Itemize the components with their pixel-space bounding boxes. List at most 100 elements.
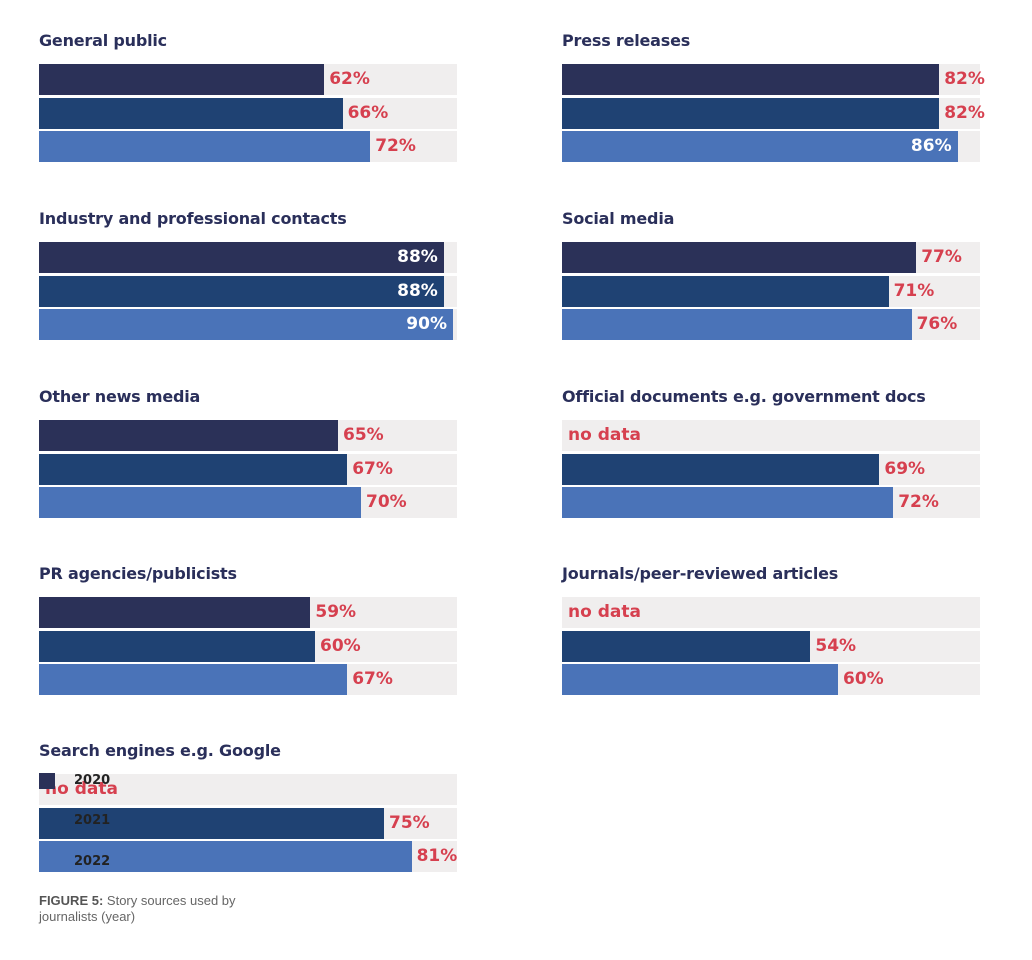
panel-title: Official documents e.g. government docs bbox=[562, 387, 926, 406]
bar-track-2020: no data bbox=[562, 597, 980, 628]
data-label: 72% bbox=[898, 492, 939, 512]
legend-swatch bbox=[39, 773, 55, 789]
bar-track-2020: 88% bbox=[39, 242, 457, 273]
data-label: 71% bbox=[893, 280, 935, 301]
panel-title: Press releases bbox=[562, 31, 691, 50]
panel-general-public: General public 62% 66% 72% bbox=[39, 31, 457, 165]
bar-track-2022: 72% bbox=[562, 487, 980, 518]
bar-track-2021: 66% bbox=[39, 97, 457, 129]
data-label: 90% bbox=[406, 314, 447, 334]
bar-track-2021: 71% bbox=[562, 275, 980, 307]
bar-2022 bbox=[562, 487, 894, 518]
data-label: 82% bbox=[944, 69, 985, 89]
panel-title: Social media bbox=[562, 209, 675, 228]
panel-other-news-media: Other news media 65% 67% 70% bbox=[39, 387, 457, 521]
bar-track-2022: 70% bbox=[39, 487, 457, 518]
bar-track-2021: 88% bbox=[39, 275, 457, 307]
data-label: 65% bbox=[343, 425, 384, 445]
bar-2020 bbox=[39, 597, 311, 628]
data-label: 67% bbox=[352, 458, 393, 479]
bar-2022 bbox=[39, 841, 412, 872]
bar-track-2021: 60% bbox=[39, 630, 457, 662]
data-label: 88% bbox=[397, 280, 438, 301]
legend-label: 2022 bbox=[74, 854, 111, 869]
data-label: 69% bbox=[884, 458, 926, 479]
legend-label: 2020 bbox=[74, 773, 111, 788]
bar-2021 bbox=[39, 807, 384, 839]
data-label: 60% bbox=[320, 635, 361, 656]
data-label: 81% bbox=[416, 846, 458, 866]
bar-2022 bbox=[562, 131, 958, 162]
bar-track-2020: 65% bbox=[39, 420, 457, 451]
bar-2021 bbox=[39, 97, 343, 129]
data-label: 62% bbox=[329, 69, 370, 89]
bar-track-2021: 54% bbox=[562, 630, 980, 662]
no-data-label: no data bbox=[45, 779, 118, 799]
bar-2022 bbox=[39, 664, 348, 695]
bar-track-2022: 67% bbox=[39, 664, 457, 695]
data-label: 60% bbox=[843, 669, 884, 689]
legend-swatch bbox=[39, 813, 55, 829]
panel-title: Other news media bbox=[39, 387, 201, 406]
bar-track-2022: 72% bbox=[39, 131, 457, 162]
panel-industry-and-professional-contacts: Industry and professional contacts 88% 88%… bbox=[39, 209, 457, 343]
data-label: 59% bbox=[315, 602, 357, 622]
bar-track-2021: 82% bbox=[562, 97, 985, 129]
bar-2021 bbox=[562, 453, 880, 485]
caption-label: FIGURE 5: bbox=[39, 893, 104, 908]
data-label: 75% bbox=[389, 812, 430, 833]
bar-track-2021: 67% bbox=[39, 453, 457, 485]
no-data-label: no data bbox=[568, 602, 641, 622]
bar-track-2022: 60% bbox=[562, 664, 980, 695]
bar-2022 bbox=[39, 487, 361, 518]
data-label: 76% bbox=[916, 314, 958, 334]
bar-track-2020: 59% bbox=[39, 597, 457, 628]
bar-2022 bbox=[562, 664, 838, 695]
data-label: 66% bbox=[347, 102, 389, 123]
bar-2021 bbox=[562, 275, 889, 307]
bar-track-2022: 81% bbox=[39, 841, 457, 872]
bar-2021 bbox=[39, 275, 444, 307]
panel-title: Search engines e.g. Google bbox=[39, 741, 281, 760]
data-label: 86% bbox=[910, 136, 952, 156]
panel-title: Industry and professional contacts bbox=[39, 209, 347, 228]
bar-2020 bbox=[39, 242, 444, 273]
data-label: 77% bbox=[921, 247, 962, 267]
figure-caption: FIGURE 5: Story sources used by journali… bbox=[39, 893, 279, 925]
bar-2022 bbox=[562, 309, 912, 340]
legend-label: 2021 bbox=[74, 813, 111, 828]
panel-search-engines-e-g-google: Search engines e.g. Google no data 75% 81% bbox=[39, 741, 457, 875]
bar-2020 bbox=[39, 420, 338, 451]
bar-track-2021: 69% bbox=[562, 453, 980, 485]
bar-track-2022: 90% bbox=[39, 309, 457, 340]
bar-track-2020: 62% bbox=[39, 64, 457, 95]
bar-2020 bbox=[39, 64, 325, 95]
data-label: 70% bbox=[366, 492, 407, 512]
panel-official-documents-e-g-government-docs: Official documents e.g. government docs n… bbox=[562, 387, 980, 521]
panel-title: PR agencies/publicists bbox=[39, 564, 237, 583]
bar-2020 bbox=[562, 242, 917, 273]
bar-2020 bbox=[562, 64, 940, 95]
bar-track-2022: 86% bbox=[562, 131, 980, 162]
panel-journals-peer-reviewed-articles: Journals/peer-reviewed articles no data 54… bbox=[562, 564, 980, 698]
bar-2021 bbox=[562, 97, 940, 129]
bar-track-2020: 77% bbox=[562, 242, 980, 273]
panel-pr-agencies-publicists: PR agencies/publicists 59% 60% 67% bbox=[39, 564, 457, 698]
bar-2022 bbox=[39, 309, 453, 340]
bar-track-2020: no data bbox=[39, 774, 457, 805]
bar-2021 bbox=[39, 630, 315, 662]
panel-press-releases: Press releases 82% 82% 86% bbox=[562, 31, 985, 165]
data-label: 88% bbox=[397, 247, 438, 267]
data-label: 54% bbox=[815, 635, 857, 656]
bar-2021 bbox=[39, 453, 348, 485]
data-label: 67% bbox=[352, 669, 393, 689]
bar-track-2022: 76% bbox=[562, 309, 980, 340]
bar-2022 bbox=[39, 131, 371, 162]
bar-track-2020: no data bbox=[562, 420, 980, 451]
data-label: 82% bbox=[944, 102, 985, 123]
data-label: 72% bbox=[375, 136, 416, 156]
bar-track-2021: 75% bbox=[39, 807, 457, 839]
panel-title: Journals/peer-reviewed articles bbox=[562, 564, 839, 583]
no-data-label: no data bbox=[568, 425, 641, 445]
bar-track-2020: 82% bbox=[562, 64, 985, 95]
